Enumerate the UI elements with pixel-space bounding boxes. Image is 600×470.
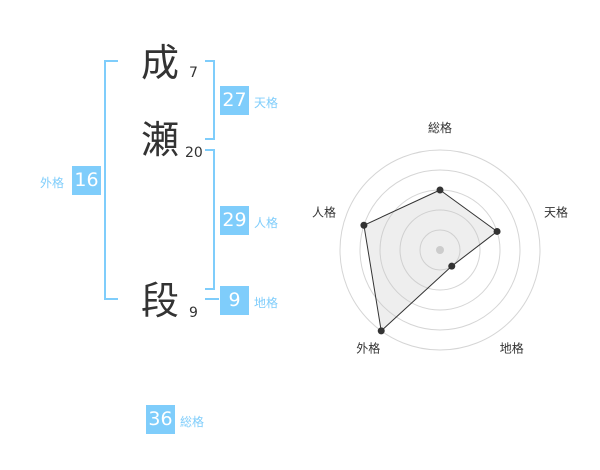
radar-point <box>448 262 456 270</box>
bracket-tick <box>205 60 215 62</box>
jinkaku-label: 人格 <box>254 216 279 230</box>
chikaku-label: 地格 <box>254 296 279 310</box>
jinkaku-value: 29 <box>220 206 249 235</box>
name-char-2: 瀬 <box>141 118 180 162</box>
tenkaku-label: 天格 <box>254 96 279 110</box>
bracket-tick <box>104 60 118 62</box>
radar-axis-label: 人格 <box>312 204 336 219</box>
gaikaku-value: 16 <box>72 166 101 195</box>
radar-point <box>493 227 501 235</box>
tenkaku-value: 27 <box>220 86 249 115</box>
radar-point <box>377 327 385 335</box>
tenkaku-bracket <box>213 60 215 140</box>
radar-ring <box>399 209 481 291</box>
chikaku-connector <box>205 298 219 300</box>
radar-point <box>436 186 444 194</box>
bracket-tick <box>205 138 215 140</box>
stroke-count-1: 7 <box>189 65 198 81</box>
radar-ring <box>339 149 541 351</box>
radar-axis-label: 天格 <box>544 204 568 219</box>
radar-point <box>360 221 368 229</box>
radar-area <box>363 189 498 332</box>
gaikaku-label: 外格 <box>40 176 65 190</box>
soukaku-label: 総格 <box>180 415 205 429</box>
jinkaku-bracket <box>213 149 215 290</box>
chikaku-value: 9 <box>220 286 249 315</box>
bracket-tick <box>205 288 215 290</box>
stroke-count-3: 9 <box>189 305 198 321</box>
name-char-1: 成 <box>141 41 180 85</box>
name-char-3: 段 <box>141 279 180 323</box>
stroke-count-2: 20 <box>185 145 203 161</box>
soukaku-value: 36 <box>146 405 175 434</box>
gaikaku-bracket <box>104 60 106 300</box>
radar-axis-label: 総格 <box>428 120 452 135</box>
radar-ring <box>419 229 461 271</box>
radar-axis-label: 地格 <box>500 341 524 356</box>
bracket-tick <box>205 149 215 151</box>
radar-ring <box>359 169 521 331</box>
radar-axis-label: 外格 <box>356 341 380 356</box>
radar-center <box>436 246 444 254</box>
bracket-tick <box>104 298 118 300</box>
